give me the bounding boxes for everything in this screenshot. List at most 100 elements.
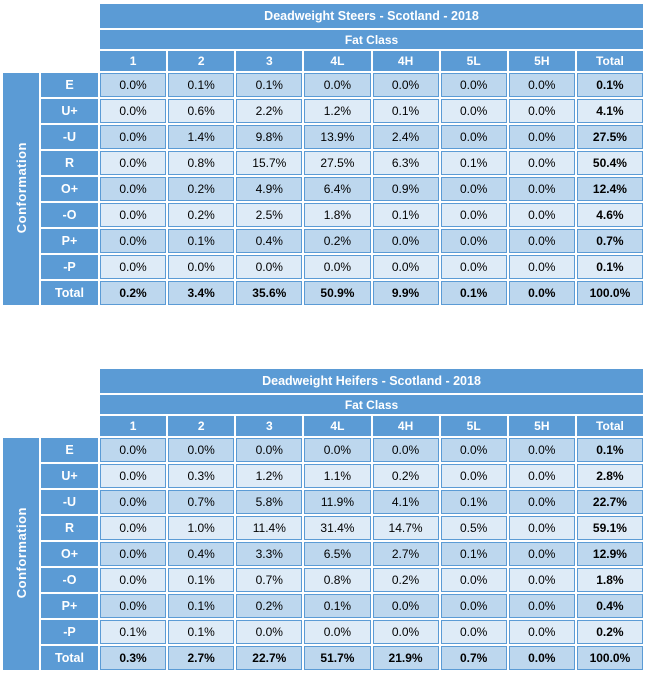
conformation-label: Conformation xyxy=(3,73,39,305)
data-cell: 1.4% xyxy=(168,125,235,149)
data-cell: 0.0% xyxy=(372,438,439,462)
data-cell: 6.3% xyxy=(372,151,439,175)
fat-class-col-5L: 5L xyxy=(440,51,507,71)
data-cell: 4.9% xyxy=(236,177,303,201)
corner-spacer xyxy=(3,416,98,436)
data-cell: 0.1% xyxy=(372,99,439,123)
data-cell: 11.4% xyxy=(236,516,303,540)
data-cell: 0.0% xyxy=(440,620,507,644)
corner-spacer xyxy=(3,395,98,414)
row-header-Total: Total xyxy=(41,281,98,305)
data-cell: 0.0% xyxy=(440,594,507,618)
data-cell: 4.6% xyxy=(576,203,643,227)
data-cell: 0.1% xyxy=(576,73,643,97)
data-cell: 0.0% xyxy=(100,255,167,279)
table-row: U+ 0.0% 0.6% 2.2% 1.2% 0.1% 0.0% 0.0% 4.1% xyxy=(3,99,643,123)
fat-class-col-1: 1 xyxy=(100,51,167,71)
data-cell: 0.4% xyxy=(576,594,643,618)
fat-class-col-1: 1 xyxy=(100,416,167,436)
corner-spacer xyxy=(3,369,98,393)
data-cell: 0.7% xyxy=(168,490,235,514)
data-cell: 0.7% xyxy=(576,229,643,253)
fat-class-col-4H: 4H xyxy=(372,416,439,436)
data-cell: 2.4% xyxy=(372,125,439,149)
data-cell: 0.0% xyxy=(372,255,439,279)
report-page: Deadweight Steers - Scotland - 2018 Fat C… xyxy=(1,4,645,672)
corner-spacer xyxy=(3,30,98,49)
table-row: U+ 0.0% 0.3% 1.2% 1.1% 0.2% 0.0% 0.0% 2.8% xyxy=(3,464,643,488)
fat-class-col-Total: Total xyxy=(576,51,643,71)
data-cell: 0.0% xyxy=(440,229,507,253)
data-cell: 9.9% xyxy=(372,281,439,305)
data-cell: 0.0% xyxy=(100,464,167,488)
data-cell: 0.0% xyxy=(100,438,167,462)
data-cell: 50.4% xyxy=(576,151,643,175)
data-cell: 0.2% xyxy=(100,281,167,305)
data-cell: 0.2% xyxy=(168,203,235,227)
data-cell: 50.9% xyxy=(304,281,371,305)
data-cell: 0.8% xyxy=(304,568,371,592)
fat-class-col-3: 3 xyxy=(236,416,303,436)
data-cell: 15.7% xyxy=(236,151,303,175)
data-cell: 0.0% xyxy=(508,620,575,644)
row-header-O+: O+ xyxy=(41,177,98,201)
table-row: -O 0.0% 0.2% 2.5% 1.8% 0.1% 0.0% 0.0% 4.6% xyxy=(3,203,643,227)
data-cell: 21.9% xyxy=(372,646,439,670)
data-cell: 0.0% xyxy=(440,255,507,279)
data-cell: 0.5% xyxy=(440,516,507,540)
data-cell: 0.1% xyxy=(168,73,235,97)
table-title-row: Deadweight Steers - Scotland - 2018 xyxy=(3,4,643,28)
data-cell: 0.0% xyxy=(372,229,439,253)
data-cell: 1.1% xyxy=(304,464,371,488)
table-row: R 0.0% 0.8% 15.7% 27.5% 6.3% 0.1% 0.0% 50.4% xyxy=(3,151,643,175)
table-title: Deadweight Steers - Scotland - 2018 xyxy=(100,4,643,28)
data-cell: 0.1% xyxy=(576,255,643,279)
data-cell: 0.0% xyxy=(304,255,371,279)
table-row: O+ 0.0% 0.4% 3.3% 6.5% 2.7% 0.1% 0.0% 12.9% xyxy=(3,542,643,566)
row-header-U+: U+ xyxy=(41,99,98,123)
data-cell: 0.0% xyxy=(100,568,167,592)
data-cell: 0.1% xyxy=(440,151,507,175)
data-cell: 0.0% xyxy=(508,490,575,514)
data-cell: 22.7% xyxy=(576,490,643,514)
data-cell: 0.1% xyxy=(440,542,507,566)
data-cell: 0.0% xyxy=(100,229,167,253)
data-cell: 0.2% xyxy=(372,568,439,592)
data-cell: 0.0% xyxy=(440,99,507,123)
data-cell: 0.1% xyxy=(168,620,235,644)
data-cell: 6.4% xyxy=(304,177,371,201)
data-cell: 0.0% xyxy=(508,125,575,149)
data-cell: 59.1% xyxy=(576,516,643,540)
table-row: -P 0.0% 0.0% 0.0% 0.0% 0.0% 0.0% 0.0% 0.1% xyxy=(3,255,643,279)
data-cell: 12.4% xyxy=(576,177,643,201)
table-row: Conformation E 0.0% 0.0% 0.0% 0.0% 0.0% 0.0% 0.0… xyxy=(3,438,643,670)
data-cell: 0.1% xyxy=(576,438,643,462)
data-cell: 0.1% xyxy=(372,203,439,227)
data-cell: 0.0% xyxy=(168,438,235,462)
row-header-P+: P+ xyxy=(41,594,98,618)
data-cell: 0.0% xyxy=(508,646,575,670)
data-cell: 0.0% xyxy=(168,255,235,279)
data-cell: 0.2% xyxy=(576,620,643,644)
data-cell: 5.8% xyxy=(236,490,303,514)
data-cell: 0.1% xyxy=(236,73,303,97)
data-cell: 35.6% xyxy=(236,281,303,305)
data-cell: 0.0% xyxy=(508,464,575,488)
row-header--U: -U xyxy=(41,490,98,514)
table-row: O+ 0.0% 0.2% 4.9% 6.4% 0.9% 0.0% 0.0% 12.4% xyxy=(3,177,643,201)
row-header-R: R xyxy=(41,151,98,175)
data-cell: 0.3% xyxy=(100,646,167,670)
data-cell: 0.0% xyxy=(508,542,575,566)
row-header--O: -O xyxy=(41,568,98,592)
heifers-table: Deadweight Heifers - Scotland - 2018 Fat … xyxy=(1,367,645,672)
data-cell: 1.0% xyxy=(168,516,235,540)
data-cell: 0.0% xyxy=(372,620,439,644)
data-cell: 1.2% xyxy=(236,464,303,488)
data-cell: 0.0% xyxy=(508,281,575,305)
data-cell: 11.9% xyxy=(304,490,371,514)
data-cell: 2.7% xyxy=(372,542,439,566)
data-cell: 12.9% xyxy=(576,542,643,566)
data-cell: 0.1% xyxy=(100,620,167,644)
data-cell: 6.5% xyxy=(304,542,371,566)
table-row: -U 0.0% 1.4% 9.8% 13.9% 2.4% 0.0% 0.0% 27.5% xyxy=(3,125,643,149)
